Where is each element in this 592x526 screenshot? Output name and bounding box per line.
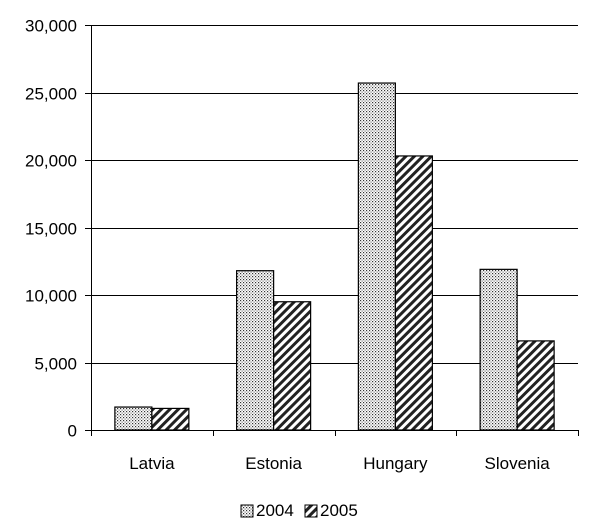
y-tick-label: 15,000 [25,220,77,239]
axis-labels: 0 5,000 10,000 15,000 20,000 25,000 30,000 Latv… [25,17,550,474]
y-tick-label: 5,000 [34,355,77,374]
y-tick-label: 0 [68,422,77,441]
y-tick-label: 10,000 [25,287,77,306]
bar-2005-latvia [151,407,190,431]
bar-2004-hungary [357,82,396,431]
legend: 2004 2005 [240,501,358,520]
legend-swatch-2004 [240,504,254,518]
x-category-label: Hungary [363,454,428,473]
y-tick-label: 25,000 [25,85,77,104]
x-category-label: Slovenia [485,454,551,473]
bar-2005-slovenia [516,340,555,431]
bars [114,82,555,431]
legend-label-2005: 2005 [320,501,358,520]
bar-2005-hungary [394,155,433,431]
y-tick-label: 30,000 [25,17,77,36]
bar-2004-slovenia [479,268,518,431]
bar-2005-estonia [273,301,312,431]
legend-label-2004: 2004 [256,501,294,520]
x-category-label: Latvia [129,454,175,473]
legend-swatch-2005 [304,504,318,518]
bar-2004-estonia [236,270,275,431]
y-tick-label: 20,000 [25,152,77,171]
bar-2004-latvia [114,406,153,431]
x-category-label: Estonia [245,454,302,473]
